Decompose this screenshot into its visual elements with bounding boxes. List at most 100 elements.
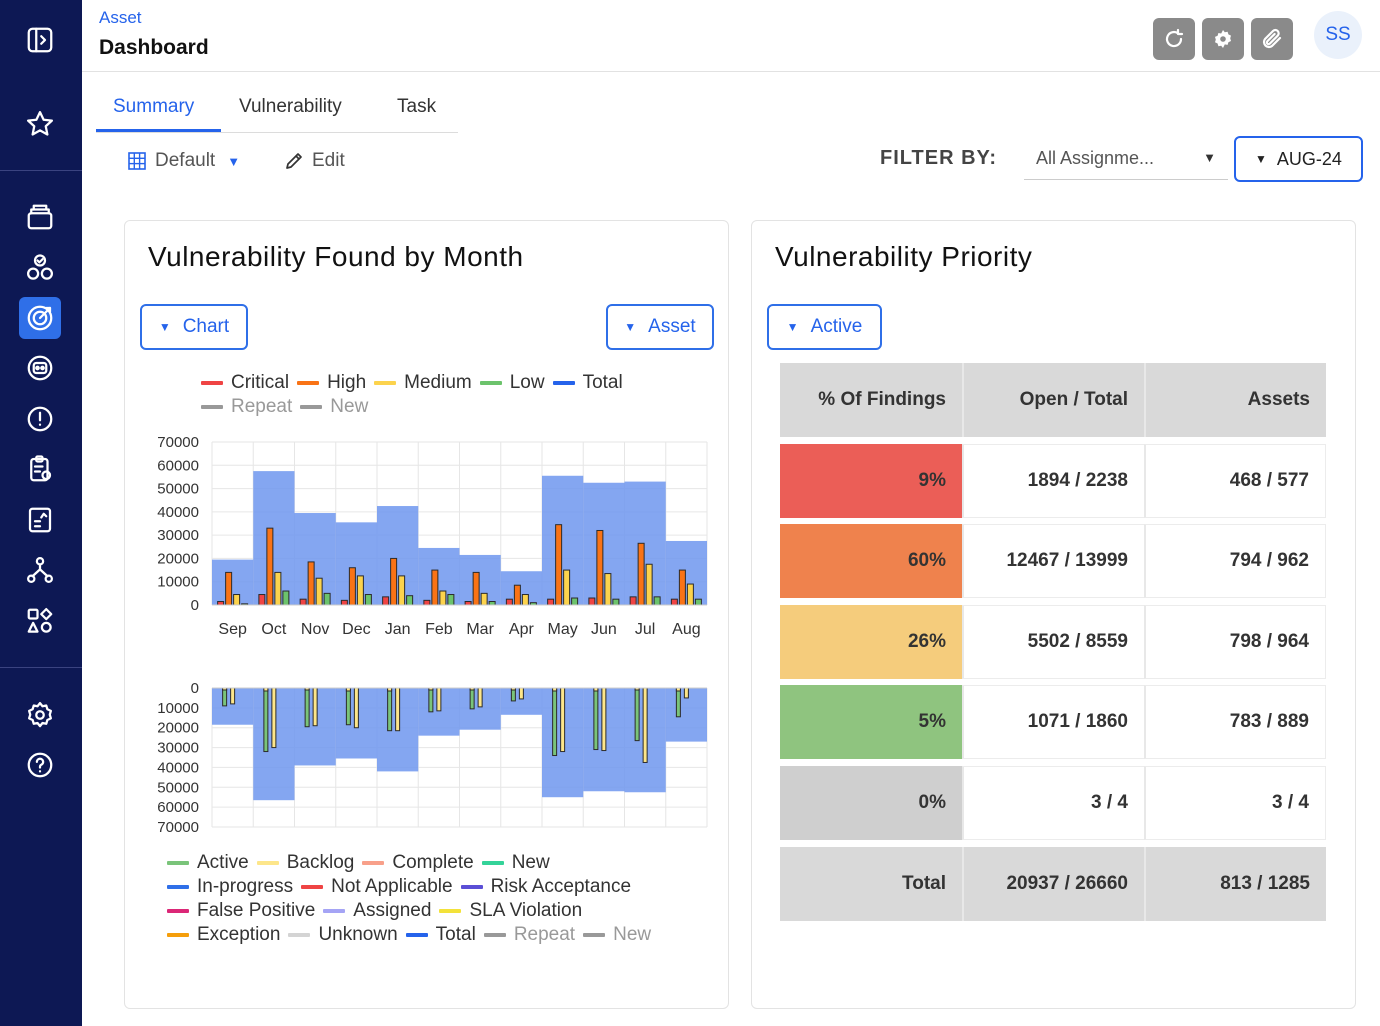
x-tick-label: Oct: [261, 621, 286, 638]
y-tick-label: 30000: [157, 740, 199, 757]
legend-swatch: [481, 861, 504, 865]
bar-active: [593, 687, 599, 751]
tab-vulnerability[interactable]: Vulnerability: [239, 96, 342, 117]
gear-icon: [1215, 30, 1231, 48]
legend-item[interactable]: Medium: [374, 372, 472, 394]
table-row[interactable]: 9% 1894 / 2238 468 / 577: [780, 443, 1328, 518]
legend-item[interactable]: Critical: [201, 372, 289, 394]
vulnerability-target-icon[interactable]: [19, 297, 61, 339]
refresh-button[interactable]: [1153, 18, 1195, 60]
legend-item[interactable]: Low: [479, 372, 545, 394]
card-title: Vulnerability Priority: [775, 241, 1033, 272]
legend-item[interactable]: In-progress: [167, 876, 293, 898]
top-chart-legend: Critical High Medium Low Total Repeat New: [201, 371, 623, 419]
column-header[interactable]: % Of Findings: [780, 363, 962, 437]
y-tick-label: 30000: [157, 527, 199, 544]
x-tick-label: Jul: [635, 621, 655, 638]
settings-button[interactable]: [1202, 18, 1244, 60]
alert-icon[interactable]: [19, 398, 61, 440]
legend-item[interactable]: Assigned: [323, 900, 431, 922]
table-row[interactable]: 26% 5502 / 8559 798 / 964: [780, 604, 1328, 679]
bar-medium: [356, 575, 364, 606]
assets-cluster-icon[interactable]: [19, 247, 61, 289]
assets-cell: 468 / 577: [1144, 443, 1326, 518]
favorites-star-icon[interactable]: [19, 103, 61, 145]
legend-item[interactable]: Backlog: [256, 852, 354, 874]
bar-high: [225, 571, 233, 606]
legend-label: Assigned: [353, 900, 432, 921]
legend-item[interactable]: New: [481, 852, 550, 874]
page-header: Asset Dashboard SS: [82, 0, 1380, 72]
breadcrumb[interactable]: Asset: [99, 8, 142, 27]
tab-task[interactable]: Task: [397, 96, 437, 117]
assignee-select[interactable]: All Assignme... ▼: [1024, 138, 1228, 180]
legend-swatch: [167, 885, 189, 889]
legend-item[interactable]: Repeat: [483, 924, 575, 946]
legend-swatch: [300, 405, 323, 409]
bar-backlog: [312, 687, 318, 727]
legend-swatch: [374, 381, 397, 385]
tab-bar: Summary Vulnerability Task: [96, 86, 458, 133]
legend-item[interactable]: Total: [552, 372, 623, 394]
attachment-button[interactable]: [1251, 18, 1293, 60]
workflow-icon[interactable]: [19, 549, 61, 591]
asset-dropdown-label: Asset: [648, 316, 696, 337]
status-dropdown[interactable]: ▼ Active: [767, 304, 882, 350]
legend-swatch: [460, 885, 483, 889]
x-tick-label: Jun: [591, 621, 617, 638]
legend-item[interactable]: False Positive: [167, 900, 315, 922]
view-selector[interactable]: Default ▼: [127, 150, 240, 172]
legend-item[interactable]: Total: [405, 924, 476, 946]
legend-item[interactable]: Complete: [362, 852, 474, 874]
legend-label: Low: [509, 372, 545, 393]
vulnerability-status-chart: 0 10000 20000 30000 40000 50000 60000 70000: [157, 680, 708, 836]
assets-cell: 3 / 4: [1144, 765, 1326, 840]
legend-item[interactable]: New: [583, 924, 651, 946]
column-header[interactable]: Assets: [1144, 363, 1326, 437]
y-tick-label: 20000: [157, 720, 199, 737]
legend-item[interactable]: Repeat: [201, 396, 292, 418]
apps-shapes-icon[interactable]: [19, 600, 61, 642]
chart-type-dropdown[interactable]: ▼ Chart: [140, 304, 248, 350]
legend-item[interactable]: New: [300, 396, 368, 418]
user-avatar[interactable]: SS: [1314, 11, 1362, 59]
bar-backlog: [230, 687, 236, 705]
bar-critical: [629, 596, 637, 606]
reports-icon[interactable]: [19, 499, 61, 541]
total-area-segment: [665, 540, 707, 605]
legend-item[interactable]: Exception: [167, 924, 280, 946]
bar-backlog: [642, 687, 648, 763]
table-row[interactable]: 60% 12467 / 13999 794 / 962: [780, 524, 1328, 599]
legend-item[interactable]: Active: [167, 852, 249, 874]
legend-swatch: [301, 885, 324, 889]
assets-cell: 783 / 889: [1144, 685, 1326, 760]
legend-item[interactable]: Risk Acceptance: [460, 876, 632, 898]
legend-item[interactable]: Not Applicable: [301, 876, 453, 898]
bar-high: [348, 567, 356, 606]
edit-button[interactable]: Edit: [284, 150, 345, 172]
bar-low: [406, 595, 414, 606]
vulnerability-found-chart: 0 10000 20000 30000 40000 50000 60000 70000 Sep O…: [157, 434, 708, 638]
tab-summary[interactable]: Summary: [113, 96, 195, 117]
legend-label: Unknown: [318, 924, 398, 945]
help-icon[interactable]: [19, 744, 61, 786]
asset-dropdown[interactable]: ▼ Asset: [606, 304, 714, 350]
compliance-clipboard-icon[interactable]: [19, 448, 61, 490]
legend-item[interactable]: SLA Violation: [439, 900, 582, 922]
table-row[interactable]: 5% 1071 / 1860 783 / 889: [780, 685, 1328, 760]
bar-high: [307, 561, 315, 606]
legend-item[interactable]: High: [297, 372, 366, 394]
expand-sidebar-icon[interactable]: [19, 19, 61, 61]
bar-backlog: [436, 687, 442, 712]
inventory-icon[interactable]: [19, 196, 61, 238]
legend-item[interactable]: Unknown: [288, 924, 398, 946]
priority-pct-cell: 26%: [780, 604, 962, 679]
legend-label: Risk Acceptance: [490, 876, 632, 897]
column-header[interactable]: Open / Total: [962, 363, 1144, 437]
month-select[interactable]: ▼ AUG-24: [1234, 136, 1363, 182]
settings-gear-icon[interactable]: [19, 694, 61, 736]
table-row[interactable]: 0% 3 / 4 3 / 4: [780, 765, 1328, 840]
bar-backlog: [601, 687, 607, 752]
caret-down-icon: ▼: [1203, 150, 1216, 165]
robot-icon[interactable]: [19, 347, 61, 389]
